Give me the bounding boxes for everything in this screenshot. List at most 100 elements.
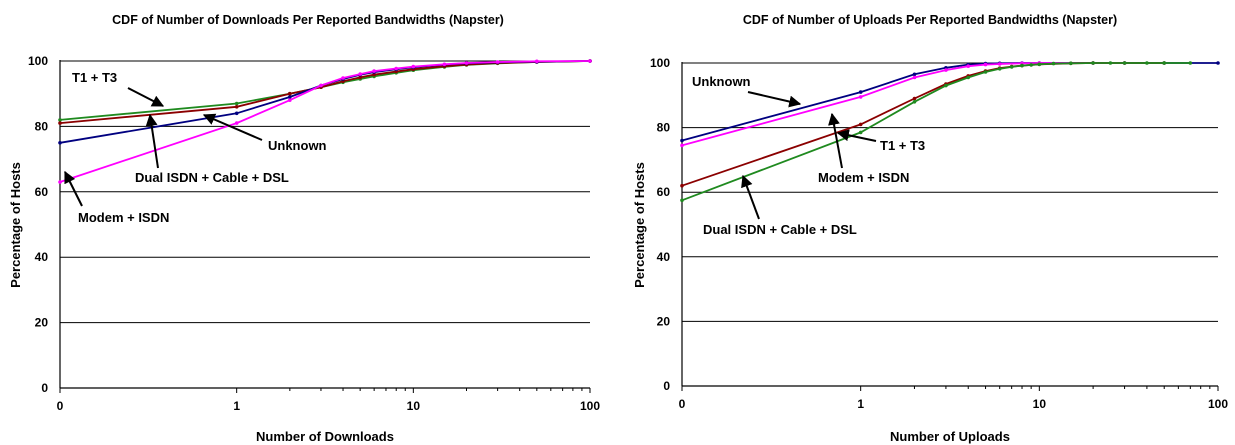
data-point: [58, 180, 62, 184]
data-point: [680, 143, 684, 148]
y-tick-label: 0: [663, 379, 670, 393]
data-point: [997, 67, 1002, 71]
data-point: [319, 83, 323, 88]
annotation-arrow: [202, 113, 263, 141]
data-point: [58, 118, 62, 122]
x-tick-label: 1: [857, 397, 864, 411]
y-tick-label: 80: [35, 119, 49, 133]
data-point: [588, 59, 592, 63]
annotation-label: Dual ISDN + Cable + DSL: [703, 222, 857, 237]
y-axis-label: Percentage of Hosts: [8, 162, 23, 288]
data-point: [680, 198, 684, 203]
data-point: [58, 141, 62, 145]
data-point: [1029, 63, 1033, 67]
annotation-label: Modem + ISDN: [818, 170, 909, 185]
annotation-arrow: [828, 112, 843, 169]
data-point: [912, 72, 917, 77]
annotations: T1 + T3 Unknown Dual ISDN + Cable + DSL …: [64, 70, 327, 225]
annotation-arrow: [127, 87, 165, 107]
data-point: [858, 95, 863, 99]
data-point: [1162, 61, 1166, 65]
y-tick-label: 0: [41, 381, 48, 395]
data-point: [372, 69, 376, 73]
data-point: [341, 76, 345, 80]
annotation-arrow: [741, 174, 760, 220]
data-point: [358, 72, 363, 76]
data-point: [966, 75, 970, 80]
y-tick-label: 20: [657, 314, 671, 328]
data-point: [358, 75, 363, 80]
chart-title: CDF of Number of Downloads Per Reported …: [112, 13, 504, 27]
data-point: [535, 59, 539, 64]
annotation-label: Unknown: [268, 138, 327, 153]
y-tick-label: 40: [35, 250, 49, 264]
y-axis-label: Percentage of Hosts: [632, 162, 647, 288]
data-point: [234, 121, 239, 125]
data-point: [983, 70, 988, 74]
data-point: [912, 100, 917, 104]
y-tick-label: 40: [657, 250, 671, 264]
data-point: [234, 105, 239, 109]
annotation-arrow: [747, 91, 802, 108]
chart-title: CDF of Number of Uploads Per Reported Ba…: [743, 13, 1117, 27]
data-point: [1037, 62, 1042, 67]
x-tick-label: 10: [1033, 397, 1047, 411]
data-point: [680, 138, 684, 143]
data-point: [858, 130, 863, 135]
data-point: [912, 75, 917, 80]
data-point: [997, 62, 1002, 66]
data-point: [442, 62, 447, 67]
data-point: [1091, 61, 1095, 65]
x-tick-label: 100: [580, 399, 600, 413]
plot-area: 0 20 40 60 80 100 0 1 10 100: [28, 54, 600, 413]
data-point: [288, 98, 292, 102]
data-point: [1108, 61, 1113, 65]
series-line: [59, 60, 591, 121]
y-tick-label: 100: [28, 54, 48, 68]
annotation-arrow: [64, 170, 83, 207]
data-point: [1051, 61, 1056, 66]
data-point: [944, 83, 948, 88]
series-line: [59, 60, 591, 183]
annotation-label: Modem + ISDN: [78, 210, 169, 225]
data-point: [288, 95, 292, 99]
annotation-label: Dual ISDN + Cable + DSL: [135, 170, 289, 185]
y-tick-label: 100: [650, 56, 670, 70]
annotation-arrow: [836, 129, 877, 142]
data-point: [680, 183, 684, 188]
data-point: [495, 60, 500, 64]
downloads-chart: CDF of Number of Downloads Per Reported …: [8, 13, 600, 444]
series-line: [681, 62, 1165, 187]
x-tick-label: 1: [233, 399, 240, 413]
data-point: [234, 101, 239, 106]
data-point: [944, 68, 948, 72]
data-point: [411, 64, 416, 69]
x-tick-label: 100: [1208, 397, 1228, 411]
x-tick-label: 0: [679, 397, 686, 411]
data-point: [858, 122, 863, 127]
data-point: [288, 91, 292, 96]
data-point: [1145, 61, 1149, 65]
y-tick-label: 60: [35, 185, 49, 199]
series-line: [681, 62, 1218, 142]
series-line: [59, 60, 591, 124]
annotation-label: T1 + T3: [880, 138, 925, 153]
y-tick-label: 80: [657, 121, 671, 135]
data-point: [912, 96, 917, 101]
series-line: [59, 60, 591, 144]
x-tick-label: 10: [407, 399, 421, 413]
annotation-label: T1 + T3: [72, 70, 117, 85]
plot-area: 0 20 40 60 80 100 0 1 10 100: [650, 56, 1228, 411]
data-point: [1122, 61, 1127, 65]
uploads-chart: CDF of Number of Uploads Per Reported Ba…: [632, 13, 1228, 444]
data-point: [858, 90, 863, 94]
y-tick-label: 60: [657, 185, 671, 199]
x-axis-label: Number of Downloads: [256, 429, 394, 444]
data-point: [1188, 61, 1193, 65]
y-tick-label: 20: [35, 316, 49, 330]
data-point: [372, 72, 376, 77]
annotation-arrow: [145, 113, 159, 169]
data-point: [1020, 63, 1024, 68]
data-point: [234, 111, 239, 116]
data-point: [983, 62, 988, 67]
